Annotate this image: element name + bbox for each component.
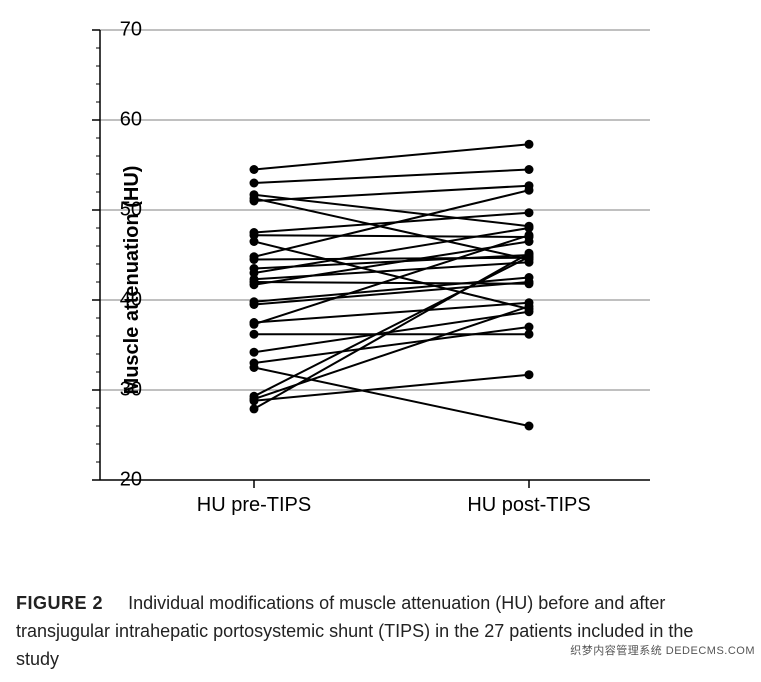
- chart-svg: [90, 20, 660, 510]
- y-axis-label: Muscle attenuation (HU): [121, 166, 144, 395]
- chart-area: 203040506070HU pre-TIPSHU post-TIPS: [90, 20, 730, 550]
- figure-caption: FIGURE 2 Individual modifications of mus…: [16, 590, 736, 674]
- y-tick-label: 20: [120, 469, 142, 492]
- figure-container: 203040506070HU pre-TIPSHU post-TIPS Musc…: [0, 0, 761, 682]
- caption-gap: [108, 593, 123, 613]
- x-tick-label: HU pre-TIPS: [197, 494, 311, 517]
- figure-label: FIGURE 2: [16, 593, 103, 613]
- x-tick-label: HU post-TIPS: [467, 494, 590, 517]
- y-tick-label: 60: [120, 109, 142, 132]
- y-tick-label: 70: [120, 19, 142, 42]
- watermark-text: 织梦内容管理系统 DEDECMS.COM: [570, 642, 755, 658]
